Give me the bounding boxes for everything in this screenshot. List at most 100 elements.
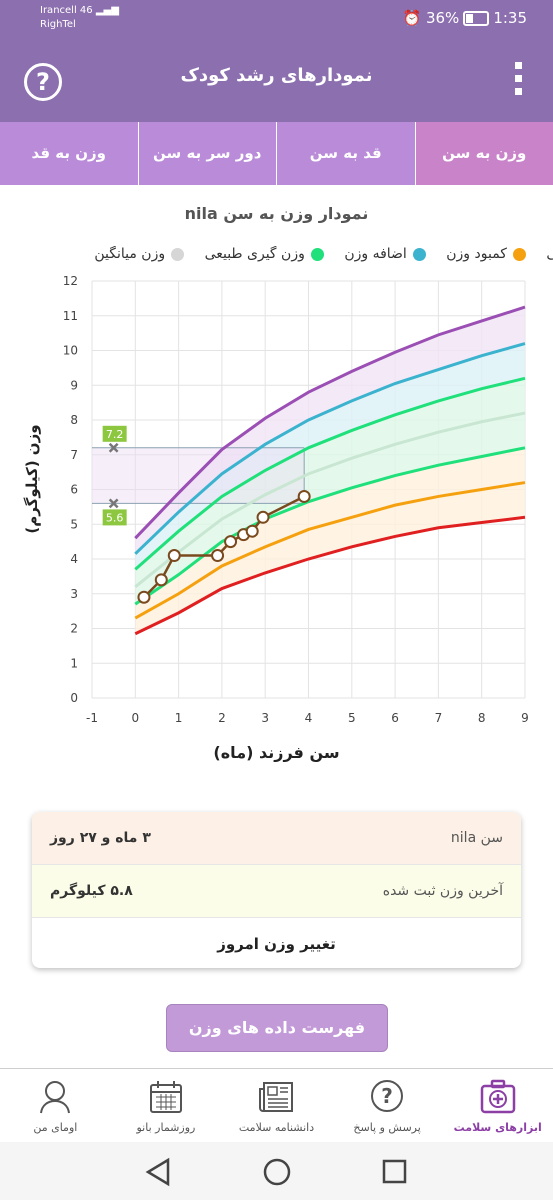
age-row: سن nila ۳ ماه و ۲۷ روز <box>32 812 521 865</box>
chart-title: نمودار وزن به سن nila <box>0 204 553 223</box>
legend-label: وزن گیری طبیعی <box>205 246 305 262</box>
legend-dot <box>413 248 426 261</box>
system-nav-bar <box>0 1142 553 1200</box>
page-title: نمودارهای رشد کودک <box>0 65 553 86</box>
y-tick-label: 3 <box>70 587 78 601</box>
child-weight-point <box>212 550 223 561</box>
battery-percent: 36% <box>426 9 459 27</box>
legend-label: کمبود وزن <box>446 246 507 262</box>
child-weight-point <box>138 592 149 603</box>
age-value: ۳ ماه و ۲۷ روز <box>50 830 151 846</box>
nav-profile[interactable]: اومای من <box>0 1069 111 1143</box>
y-tick-label: 11 <box>63 309 78 323</box>
reference-label: 7.2 <box>106 428 124 441</box>
tab-weight-for-age[interactable]: وزن به سن <box>415 122 553 185</box>
chart-legend: نی کمبود وزن اضافه وزن وزن گیری طبیعی وز… <box>0 246 553 272</box>
tab-head-circumference[interactable]: دور سر به سن <box>138 122 277 185</box>
y-tick-label: 10 <box>63 344 78 358</box>
nav-questions[interactable]: ? پرسش و پاسخ <box>332 1069 443 1143</box>
status-right: ⏰ 36% 1:35 <box>403 9 528 27</box>
bottom-nav: ابزارهای سلامت ? پرسش و پاسخ دانشنامه سل… <box>0 1068 553 1143</box>
recents-icon[interactable] <box>384 1161 405 1182</box>
alarm-icon: ⏰ <box>403 9 422 27</box>
legend-dot <box>513 248 526 261</box>
battery-icon <box>463 11 489 26</box>
legend-dot <box>311 248 324 261</box>
x-tick-label: 2 <box>218 711 226 725</box>
x-tick-label: 1 <box>175 711 183 725</box>
child-weight-point <box>247 526 258 537</box>
x-tick-label: 8 <box>478 711 486 725</box>
x-tick-label: 4 <box>305 711 313 725</box>
nav-label: اومای من <box>33 1121 77 1134</box>
legend-dot <box>171 248 184 261</box>
y-tick-label: 0 <box>70 691 78 705</box>
child-weight-point <box>169 550 180 561</box>
y-tick-label: 1 <box>70 656 78 670</box>
back-icon[interactable] <box>148 1160 168 1184</box>
clock: 1:35 <box>493 9 527 27</box>
weight-label: آخرین وزن ثبت شده <box>383 883 503 899</box>
y-tick-label: 5 <box>70 517 78 531</box>
nav-health-tools[interactable]: ابزارهای سلامت <box>442 1069 553 1143</box>
y-tick-label: 8 <box>70 413 78 427</box>
nav-label: ابزارهای سلامت <box>454 1121 542 1134</box>
legend-item-overweight: اضافه وزن <box>344 246 426 262</box>
medical-kit-icon <box>478 1077 518 1117</box>
y-tick-label: 6 <box>70 483 78 497</box>
change-weight-button[interactable]: تغییر وزن امروز <box>32 918 521 968</box>
chart-tabs: وزن به قد دور سر به سن قد به سن وزن به س… <box>0 122 553 185</box>
legend-item-average: وزن میانگین <box>94 246 184 262</box>
nav-calendar[interactable]: روزشمار بانو <box>111 1069 222 1143</box>
carrier-1: Irancell <box>40 5 77 16</box>
x-tick-label: 0 <box>131 711 139 725</box>
reference-label: 5.6 <box>106 511 124 524</box>
legend-item-max: نی <box>546 246 553 262</box>
calendar-icon <box>146 1077 186 1117</box>
weight-data-list-button[interactable]: فهرست داده های وزن NILA <box>166 1004 388 1052</box>
nav-encyclopedia[interactable]: دانشنامه سلامت <box>221 1069 332 1143</box>
x-tick-label: 7 <box>435 711 443 725</box>
newspaper-icon <box>257 1077 297 1117</box>
x-tick-label: 6 <box>391 711 399 725</box>
child-weight-point <box>299 491 310 502</box>
legend-item-underweight: کمبود وزن <box>446 246 526 262</box>
y-tick-label: 2 <box>70 622 78 636</box>
carrier-2: RighTel <box>40 18 119 32</box>
profile-icon <box>35 1077 75 1117</box>
tab-weight-for-height[interactable]: وزن به قد <box>0 122 138 185</box>
child-weight-point <box>225 536 236 547</box>
age-label: سن nila <box>451 830 503 846</box>
y-tick-label: 7 <box>70 448 78 462</box>
legend-item-normal: وزن گیری طبیعی <box>205 246 324 262</box>
x-tick-label: 3 <box>261 711 269 725</box>
app-bar: ? نمودارهای رشد کودک <box>0 38 553 122</box>
more-vert-icon[interactable] <box>515 62 523 101</box>
network-type: 46 <box>80 5 93 16</box>
tab-height-for-age[interactable]: قد به سن <box>276 122 415 185</box>
x-tick-label: -1 <box>86 711 98 725</box>
y-tick-label: 9 <box>70 378 78 392</box>
summary-card: سن nila ۳ ماه و ۲۷ روز آخرین وزن ثبت شده… <box>32 812 521 968</box>
child-weight-point <box>258 512 269 523</box>
nav-label: دانشنامه سلامت <box>239 1121 314 1134</box>
nav-label: پرسش و پاسخ <box>353 1121 420 1134</box>
x-tick-label: 9 <box>521 711 529 725</box>
child-weight-point <box>156 574 167 585</box>
svg-text:?: ? <box>381 1084 393 1108</box>
x-tick-label: 5 <box>348 711 356 725</box>
legend-label: وزن میانگین <box>94 246 165 262</box>
y-tick-label: 4 <box>70 552 78 566</box>
home-icon[interactable] <box>265 1160 289 1184</box>
y-tick-label: 12 <box>63 274 78 288</box>
y-axis-label: وزن (کیلوگرم) <box>23 419 41 539</box>
weight-row: آخرین وزن ثبت شده ۵.۸ کیلوگرم <box>32 865 521 918</box>
system-nav-icons <box>0 1142 553 1200</box>
legend-label: اضافه وزن <box>344 246 407 262</box>
weight-value: ۵.۸ کیلوگرم <box>50 883 133 899</box>
question-bubble-icon: ? <box>367 1077 407 1117</box>
nav-label: روزشمار بانو <box>137 1121 196 1134</box>
carrier-info: Irancell 46 ▂▄▆ RighTel <box>40 4 119 32</box>
x-axis-label: سن فرزند (ماه) <box>0 743 553 762</box>
